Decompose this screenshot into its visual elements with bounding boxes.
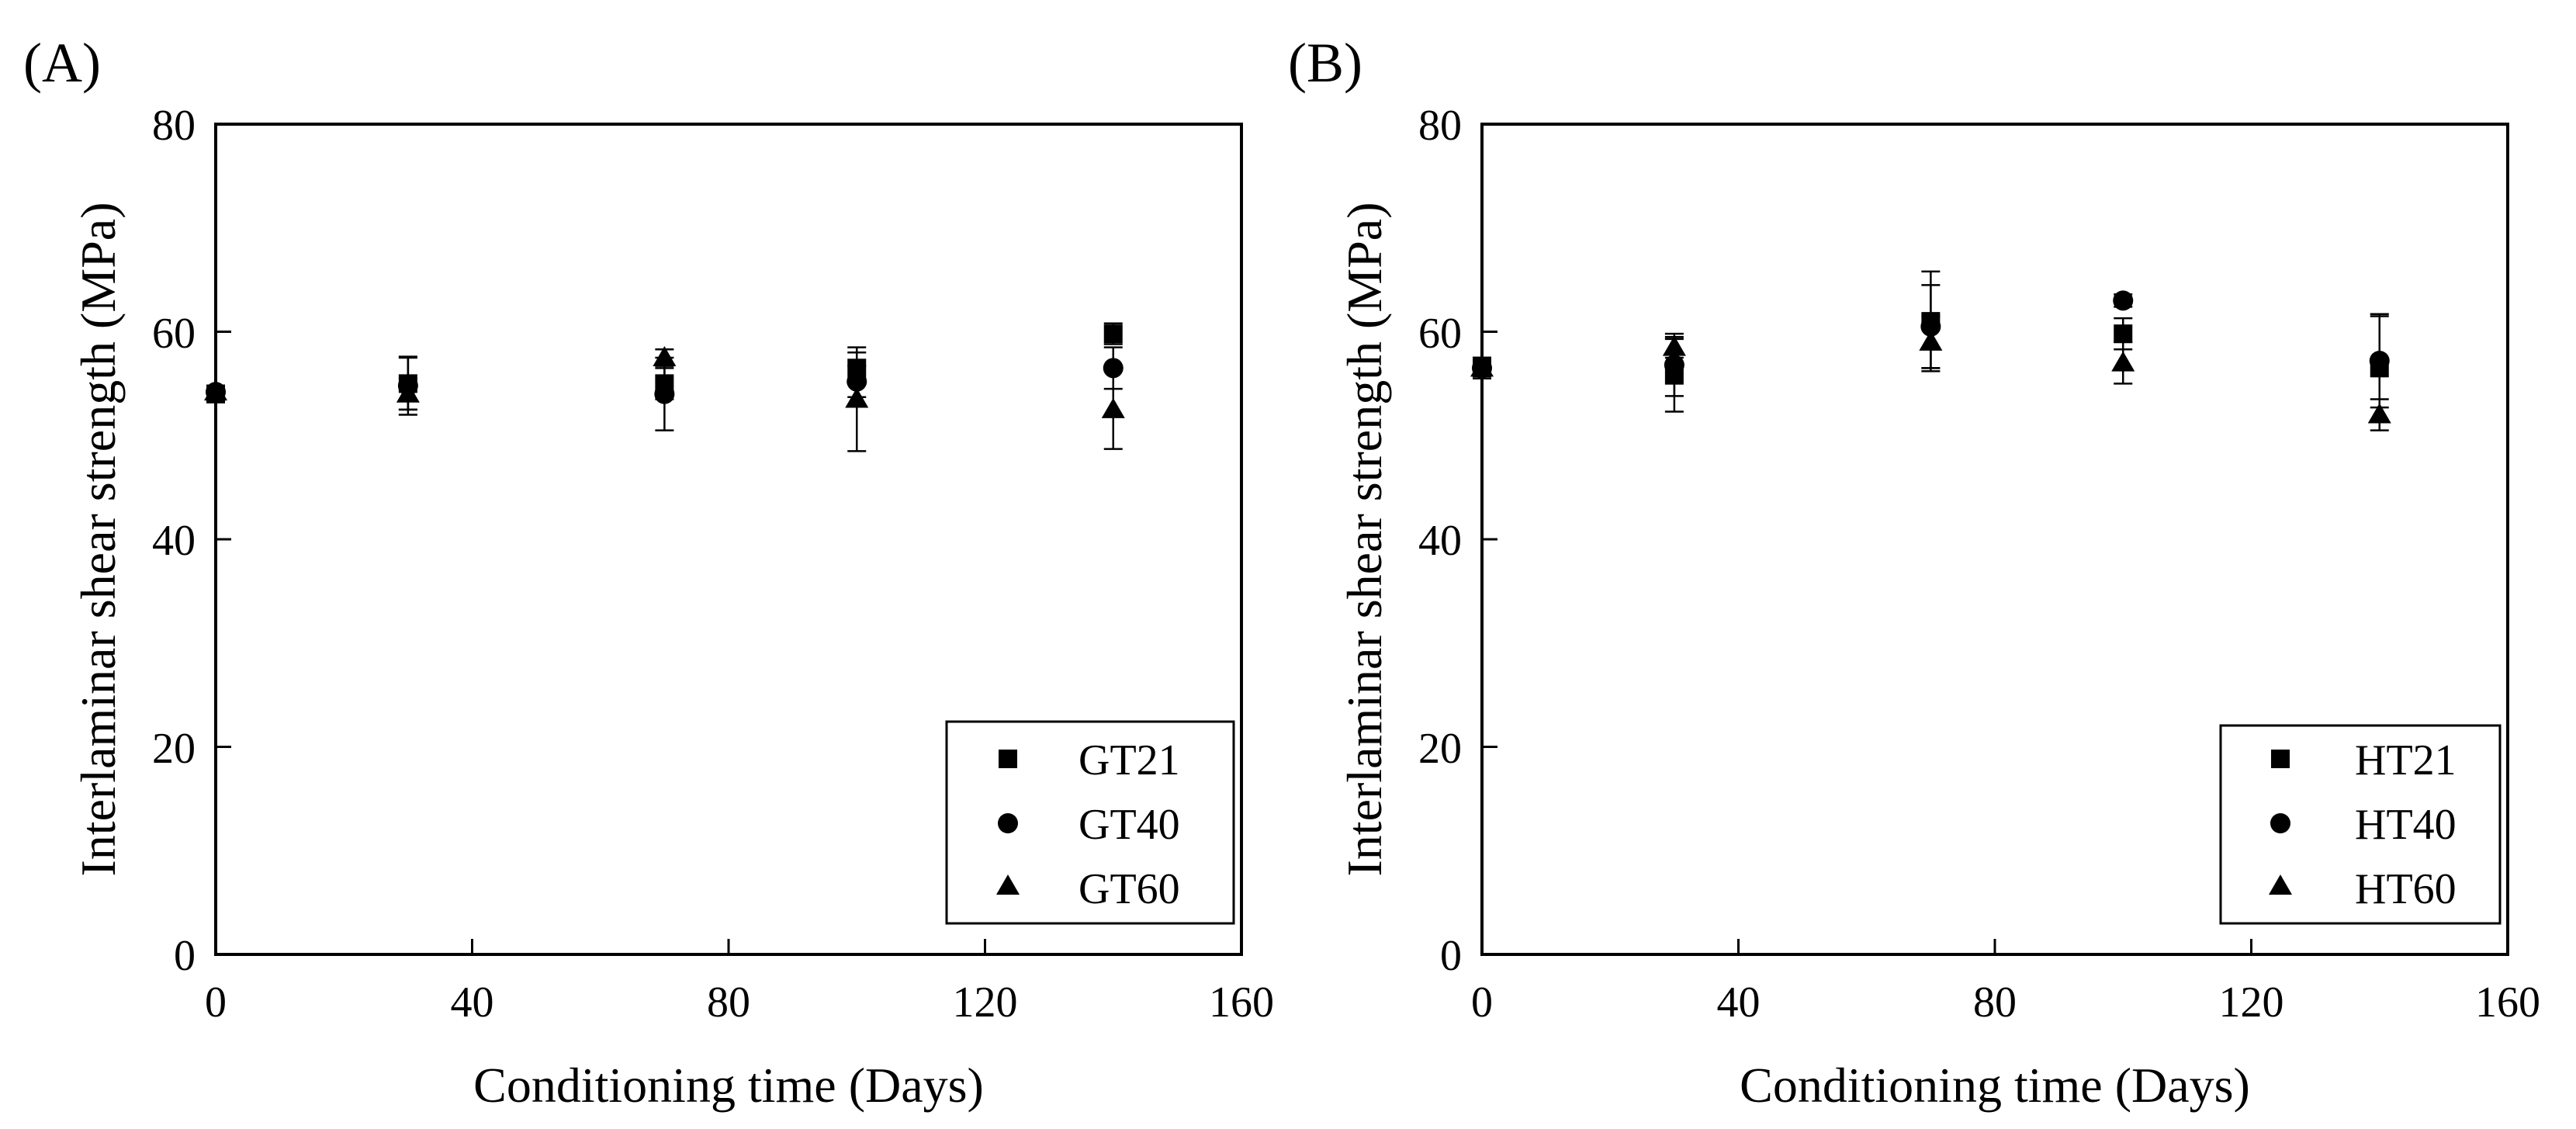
panel-a-ytick-label: 40 xyxy=(152,517,196,565)
panel-a-gt60-point xyxy=(653,345,677,366)
panel-b-ytick-label: 20 xyxy=(1418,725,1462,773)
panel-b-legend-label: HT21 xyxy=(2355,736,2457,784)
panel-a-ytick-label: 60 xyxy=(152,310,196,358)
panel-a-legend-label: GT21 xyxy=(1079,736,1180,784)
panel-a-legend-box xyxy=(945,720,1235,925)
panel-a-gt40-point xyxy=(654,383,675,404)
panel-a-legend-label: GT40 xyxy=(1079,801,1180,849)
panel-a-tick-marks xyxy=(216,331,986,956)
panel-b-ht60-point xyxy=(2111,351,2135,372)
panel-b-legend-box xyxy=(2219,724,2502,925)
panel-b-series xyxy=(1470,270,2391,431)
legend-square-marker-icon xyxy=(999,750,1017,768)
panel-a-xtick-label: 0 xyxy=(205,978,227,1027)
panel-b-ht40-point xyxy=(1664,355,1684,376)
panel-a-gt40-point xyxy=(1103,358,1124,379)
panel-b-ht21-point xyxy=(2114,324,2133,344)
panel-a-gt60-point xyxy=(1101,397,1125,418)
panel-b-tick-marks xyxy=(1482,331,2252,956)
panel-a-xtick-label: 40 xyxy=(451,978,494,1027)
panel-a-label: (A) xyxy=(23,32,101,94)
panel-b-xtick-label: 0 xyxy=(1471,978,1493,1027)
panel-b-y-ticks: 0 20 40 60 80 xyxy=(1418,102,1462,980)
panel-a-x-axis-label: Conditioning time (Days) xyxy=(473,1058,984,1113)
panel-b-ht40-point xyxy=(2113,290,2134,311)
legend-square-marker-icon xyxy=(2271,750,2290,768)
panel-b-ht60-point xyxy=(2367,403,2391,424)
panel-b-ytick-label: 80 xyxy=(1418,102,1462,150)
panel-a-gt60-point xyxy=(396,382,420,403)
panel-b-ht60-point xyxy=(1470,356,1494,377)
panel-a-gt60-point xyxy=(204,380,227,401)
panel-b-xtick-label: 120 xyxy=(2219,978,2284,1027)
panel-b-legend-label: HT40 xyxy=(2355,801,2457,849)
panel-b-legend-label: HT60 xyxy=(2355,865,2457,913)
panel-a: (A) 0 20 40 60 80 0 40 80 120 160 Condit… xyxy=(23,32,1274,1113)
panel-a-x-ticks: 0 40 80 120 160 xyxy=(205,978,1274,1027)
panel-a-gt60-point xyxy=(845,387,869,408)
panel-b-ytick-label: 40 xyxy=(1418,517,1462,565)
panel-b: (B) 0 20 40 60 80 0 40 80 120 160 Condit… xyxy=(1288,32,2540,1113)
panel-b-legend: HT21 HT40 HT60 xyxy=(2219,724,2502,925)
panel-a-ytick-label: 80 xyxy=(152,102,196,150)
panel-b-ytick-label: 60 xyxy=(1418,310,1462,358)
panel-a-ytick-label: 0 xyxy=(174,932,196,980)
panel-a-xtick-label: 120 xyxy=(953,978,1018,1027)
panel-a-series xyxy=(204,322,1125,452)
legend-triangle-marker-icon xyxy=(996,874,1020,895)
panel-b-xtick-label: 40 xyxy=(1717,978,1761,1027)
panel-a-legend-label: GT60 xyxy=(1079,865,1180,913)
panel-b-xtick-label: 160 xyxy=(2475,978,2540,1027)
legend-circle-marker-icon xyxy=(998,813,1018,833)
panel-a-y-ticks: 0 20 40 60 80 xyxy=(152,102,196,980)
panel-b-x-axis-label: Conditioning time (Days) xyxy=(1740,1058,2250,1113)
panel-a-gt21-point xyxy=(1103,324,1123,344)
panel-b-label: (B) xyxy=(1288,32,1362,94)
panel-b-ytick-label: 0 xyxy=(1440,932,1462,980)
panel-a-xtick-label: 160 xyxy=(1209,978,1274,1027)
panel-b-xtick-label: 80 xyxy=(1973,978,2017,1027)
panel-b-x-ticks: 0 40 80 120 160 xyxy=(1471,978,2540,1027)
panel-b-ht40-point xyxy=(2369,350,2390,371)
legend-circle-marker-icon xyxy=(2270,813,2290,833)
panel-b-y-axis-label: Interlaminar shear strength (MPa) xyxy=(1337,202,1392,876)
panel-a-legend: GT21 GT40 GT60 xyxy=(945,720,1235,925)
panel-a-xtick-label: 80 xyxy=(707,978,750,1027)
panel-a-y-axis-label: Interlaminar shear strength (MPa) xyxy=(71,202,126,876)
panel-a-ytick-label: 20 xyxy=(152,725,196,773)
panel-b-ht60-point xyxy=(1919,330,1943,351)
legend-triangle-marker-icon xyxy=(2269,874,2292,895)
panel-b-ht60-point xyxy=(1662,335,1686,356)
